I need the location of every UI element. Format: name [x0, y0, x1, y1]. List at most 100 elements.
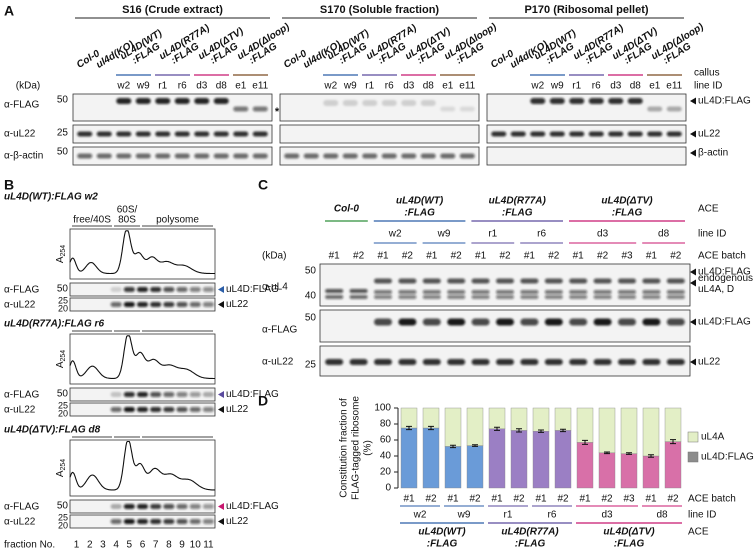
fraction-number: 6: [140, 540, 146, 551]
batch-label: #1: [524, 251, 536, 262]
band: [342, 100, 358, 106]
band: [496, 290, 514, 294]
band: [447, 290, 466, 294]
band: [549, 98, 565, 104]
blot: [486, 146, 687, 166]
arrowhead: [218, 286, 224, 293]
bar-segment: [554, 407, 572, 431]
antibody-label: α-FLAG: [4, 100, 39, 111]
band: [440, 106, 456, 112]
batch-label: #2: [670, 251, 682, 262]
absorbance-subscript: 254: [60, 459, 67, 471]
band: [593, 290, 612, 294]
error-bar: [472, 444, 478, 447]
band: [110, 519, 122, 524]
kda-marker: 50: [57, 147, 69, 158]
x-tick-label: #3: [623, 494, 635, 505]
band: [422, 295, 441, 299]
antibody-label: α-uL22: [262, 357, 294, 368]
line-id: r1: [158, 81, 167, 92]
band: [233, 153, 249, 159]
band: [569, 131, 585, 137]
kda-marker: 25: [57, 128, 69, 139]
fraction-number: 5: [127, 540, 133, 551]
band: [520, 359, 539, 365]
arrowhead: [218, 503, 224, 510]
band: [459, 106, 475, 112]
band: [618, 290, 636, 294]
band: [110, 407, 122, 412]
batch-row-label: ACE batch: [688, 494, 736, 505]
band: [163, 287, 175, 292]
panel-label: C: [258, 177, 268, 193]
subpanel-title: uL4D(R77A):FLAG r6: [4, 319, 104, 330]
line-id-label: line ID: [698, 229, 726, 240]
blot: [486, 124, 687, 144]
y-axis-title-line: FLAG-tagged ribosome: [351, 396, 362, 500]
antibody-label: α-FLAG: [4, 285, 39, 296]
band: [233, 131, 249, 137]
genotype-line: uL4D(ΔTV): [603, 527, 655, 538]
band: [194, 98, 210, 104]
line-id: w9: [457, 510, 471, 521]
band: [374, 318, 392, 326]
batch-label: #3: [621, 251, 633, 262]
band: [150, 504, 162, 509]
band: [323, 100, 339, 106]
absorbance-label: A254: [55, 245, 67, 263]
bar-segment: [400, 427, 418, 489]
kda-marker: 25: [58, 295, 68, 305]
x-tick-label: #1: [403, 494, 415, 505]
band: [362, 100, 378, 106]
band: [593, 278, 612, 284]
y-tick-label: 100: [374, 403, 391, 414]
band: [342, 153, 358, 159]
blot: [279, 124, 480, 144]
band: [202, 392, 214, 397]
band: [471, 295, 490, 299]
band: [123, 287, 135, 292]
band: [123, 504, 135, 509]
panel-label: D: [258, 393, 268, 409]
fraction-number: 2: [87, 540, 93, 551]
band: [189, 287, 201, 292]
kda-marker: 25: [58, 512, 68, 522]
x-tick-label: #2: [601, 494, 613, 505]
batch-label: #1: [329, 251, 341, 262]
ace-label: ACE: [698, 204, 719, 215]
genotype-line: uL4D(R77A): [501, 527, 559, 538]
antibody-label: α-β-actin: [4, 151, 43, 162]
blot: [319, 263, 691, 307]
band: [252, 131, 268, 137]
band: [374, 290, 392, 294]
band: [176, 407, 188, 412]
band: [510, 131, 526, 137]
target-label: uL4D:FLAG: [226, 389, 279, 400]
y-tick-label: 80: [380, 419, 392, 430]
band: [447, 278, 466, 284]
bar-segment: [444, 446, 462, 489]
batch-label: #1: [426, 251, 438, 262]
absorbance-trace: [69, 440, 216, 491]
band: [163, 392, 175, 397]
line-id: w9: [343, 81, 357, 92]
line-id: d3: [196, 81, 208, 92]
band: [110, 392, 122, 397]
band: [303, 153, 319, 159]
fraction-number: 10: [190, 540, 202, 551]
genotype-label: uL4D(R77A):FLAG: [489, 196, 547, 219]
fraction-number: 8: [166, 540, 172, 551]
band: [398, 318, 417, 326]
band: [123, 302, 135, 307]
band: [569, 290, 588, 294]
band: [666, 278, 685, 284]
band: [530, 98, 546, 104]
band: [110, 287, 122, 292]
kda-marker: 25: [305, 360, 317, 371]
arrowhead: [218, 406, 224, 413]
band: [325, 289, 344, 293]
legend-swatch: [687, 451, 699, 463]
band: [150, 302, 162, 307]
